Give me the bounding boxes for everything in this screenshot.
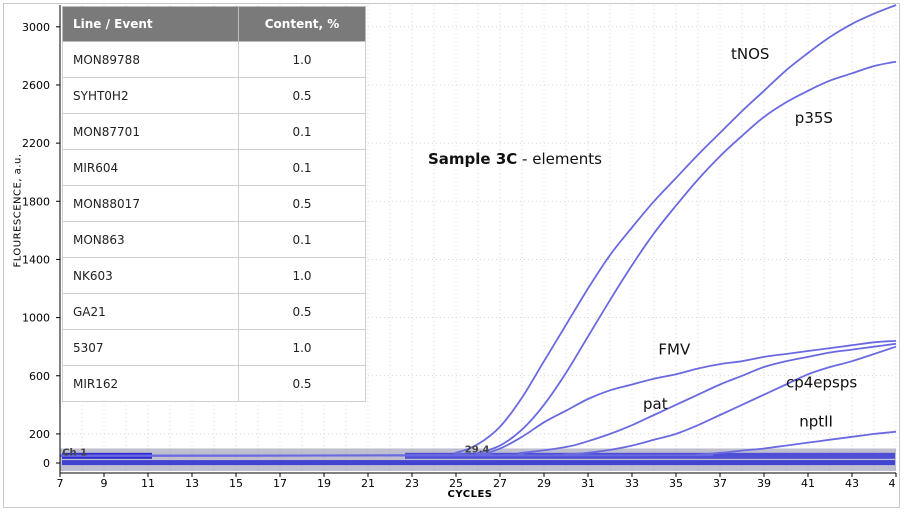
table-cell-event: MIR162	[62, 365, 239, 402]
table-cell-content: 0.1	[238, 221, 366, 258]
series-line-nptii	[59, 430, 897, 457]
x-tick-label: 27	[493, 477, 507, 490]
x-tick-label: 31	[581, 477, 595, 490]
sample-label-bold: Sample 3C	[428, 150, 518, 168]
x-axis-title: CYCLES	[447, 489, 493, 500]
annotation-label: Ch 1	[62, 447, 87, 458]
table-row: NK603 1.0	[62, 257, 366, 294]
table-row: MON88017 0.5	[62, 185, 366, 222]
x-tick-label: 21	[361, 477, 375, 490]
y-tick-label: 1400	[22, 253, 50, 266]
table-row: MON863 0.1	[62, 221, 366, 258]
table-cell-content: 1.0	[238, 41, 366, 78]
x-tick-label: 39	[757, 477, 771, 490]
table-row: MIR604 0.1	[62, 149, 366, 186]
annotation-label: 29.4	[465, 444, 490, 455]
table-row: MIR162 0.5	[62, 365, 366, 402]
table-cell-event: GA21	[62, 293, 239, 330]
x-tick-label: 7	[57, 477, 64, 490]
table-cell-event: NK603	[62, 257, 239, 294]
x-tick-label: 43	[845, 477, 859, 490]
table-cell-event: MON88017	[62, 185, 239, 222]
table-cell-event: SYHT0H2	[62, 77, 239, 114]
sample-label: Sample 3C - elements	[428, 150, 602, 168]
series-label-tnos: tNOS	[731, 45, 769, 63]
table-cell-event: MON863	[62, 221, 239, 258]
table-cell-event: MON87701	[62, 113, 239, 150]
table-cell-event: MON89788	[62, 41, 239, 78]
series-layer	[59, 4, 897, 457]
table-row: 5307 1.0	[62, 329, 366, 366]
table-cell-event: 5307	[62, 329, 239, 366]
x-tick-label: 37	[713, 477, 727, 490]
y-tick-label: 1000	[22, 312, 50, 325]
series-line-pat	[59, 342, 897, 457]
y-tick-label: 3000	[22, 21, 50, 34]
series-label-pat: pat	[643, 395, 668, 413]
series-line-fmv	[59, 340, 897, 457]
y-tick-label: 2200	[22, 137, 50, 150]
table-cell-content: 0.5	[238, 293, 366, 330]
table-cell-event: MIR604	[62, 149, 239, 186]
y-tick-label: 600	[29, 370, 50, 383]
label-layer: tNOS p35S FMV pat cp4epsps nptII Ch 1 29.4	[62, 45, 857, 459]
series-label-p35s: p35S	[795, 109, 833, 127]
baseline-band-segment	[62, 460, 895, 466]
x-tick-label: 11	[141, 477, 155, 490]
series-line-p35s	[59, 60, 897, 457]
table-cell-content: 1.0	[238, 329, 366, 366]
table-header-line-event: Line / Event	[62, 6, 239, 42]
x-tick-label: 23	[405, 477, 419, 490]
events-table: Line / Event Content, % MON89788 1.0 SYHT…	[62, 6, 366, 402]
x-tick-label: 17	[273, 477, 287, 490]
series-line-tnos	[59, 4, 897, 457]
series-label-fmv: FMV	[658, 341, 691, 359]
chart-frame	[3, 3, 900, 508]
y-tick-label: 200	[29, 428, 50, 441]
x-tick-label: 15	[229, 477, 243, 490]
x-tick-label: 35	[669, 477, 683, 490]
y-axis-title: FLOURESCENCE, a.u.	[12, 153, 24, 268]
table-row: SYHT0H2 0.5	[62, 77, 366, 114]
table-row: MON89788 1.0	[62, 41, 366, 78]
y-tick-label: 1800	[22, 195, 50, 208]
axis-layer: 0 200 600 1000 1400 1800 2200 2600 3000 7 9 11 13 15 1…	[22, 5, 897, 490]
x-tick-label: 33	[625, 477, 639, 490]
x-tick-label: 19	[317, 477, 331, 490]
table-cell-content: 0.1	[238, 149, 366, 186]
x-tick-label: 29	[537, 477, 551, 490]
table-row: MON87701 0.1	[62, 113, 366, 150]
table-cell-content: 0.5	[238, 365, 366, 402]
series-label-cp4epsps: cp4epsps	[786, 373, 857, 391]
x-tick-label: 41	[801, 477, 815, 490]
table-cell-content: 0.5	[238, 77, 366, 114]
sample-label-rest: - elements	[517, 150, 602, 168]
x-tick-label: 4	[889, 477, 896, 490]
x-tick-label: 13	[185, 477, 199, 490]
x-tick-label: 25	[449, 477, 463, 490]
table-cell-content: 0.5	[238, 185, 366, 222]
table-header-content: Content, %	[238, 6, 366, 42]
table-row: GA21 0.5	[62, 293, 366, 330]
y-tick-label: 0	[43, 457, 50, 470]
table-cell-content: 0.1	[238, 113, 366, 150]
table-cell-content: 1.0	[238, 257, 366, 294]
table-header-row: Line / Event Content, %	[62, 6, 366, 42]
series-label-nptii: nptII	[799, 413, 833, 431]
y-tick-label: 2600	[22, 79, 50, 92]
x-tick-label: 9	[101, 477, 108, 490]
